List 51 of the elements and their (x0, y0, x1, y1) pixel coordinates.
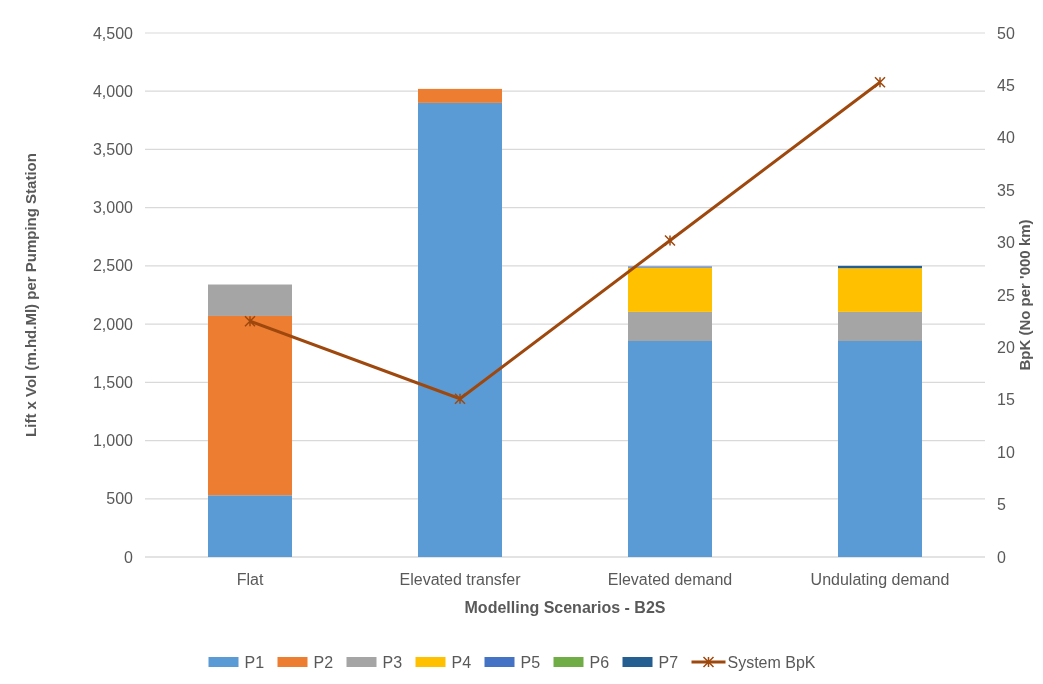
y-axis-title: Lift x Vol (m.hd.Ml) per Pumping Station (22, 153, 39, 437)
bar (208, 495, 292, 557)
y-tick-label: 1,500 (92, 373, 134, 391)
bar (628, 341, 712, 557)
bar (628, 311, 712, 341)
bar (838, 311, 922, 341)
legend-label: P2 (313, 653, 334, 671)
bar (418, 102, 502, 557)
legend-label: P3 (382, 653, 403, 671)
y-tick-label: 500 (106, 490, 134, 508)
x-tick-label: Elevated transfer (399, 571, 522, 588)
legend-label: System BpK (727, 653, 816, 671)
y-tick-label: 3,500 (92, 141, 134, 159)
y2-tick-label: 40 (997, 129, 1015, 147)
bar (418, 88, 502, 103)
point (874, 76, 886, 89)
legend-label: P4 (451, 653, 472, 671)
y2-tick-label: 15 (997, 391, 1015, 409)
bar (838, 268, 922, 312)
y2-tick-label: 5 (997, 496, 1006, 514)
legend-label: P6 (589, 653, 610, 671)
y-tick-label: 4,500 (92, 24, 134, 42)
y2-tick-label: 25 (997, 286, 1015, 304)
y2-tick-label: 30 (997, 234, 1015, 252)
x-axis-title: Modelling Scenarios - B2S (464, 599, 666, 616)
x-tick-label: Undulating demand (810, 571, 950, 588)
x-tick-label: Elevated demand (607, 571, 733, 588)
legend-label: P7 (658, 653, 679, 671)
bar (838, 341, 922, 557)
x-tick-label: Flat (236, 571, 264, 588)
point (454, 393, 466, 405)
y2-tick-label: 50 (997, 24, 1015, 42)
y2-tick-label: 45 (997, 77, 1015, 94)
y-tick-label: 2,500 (92, 257, 134, 275)
legend-label: P1 (244, 653, 265, 671)
y-tick-label: 4,000 (92, 82, 134, 100)
y-tick-label: 1,000 (92, 432, 134, 450)
bar (208, 284, 292, 316)
y-tick-label: 2,000 (92, 315, 134, 333)
y2-axis-title: BpK (No per '000 km) (1016, 219, 1033, 371)
point (664, 234, 676, 247)
y2-tick-label: 20 (997, 339, 1015, 356)
y-tick-label: 0 (124, 548, 134, 566)
y-tick-label: 3,000 (92, 199, 134, 217)
y2-tick-label: 35 (997, 181, 1015, 199)
y2-tick-label: 0 (997, 548, 1006, 566)
point (244, 315, 256, 327)
bar (208, 315, 292, 496)
bar (628, 267, 712, 312)
legend-label: P5 (520, 653, 541, 671)
y2-tick-label: 10 (997, 443, 1015, 461)
